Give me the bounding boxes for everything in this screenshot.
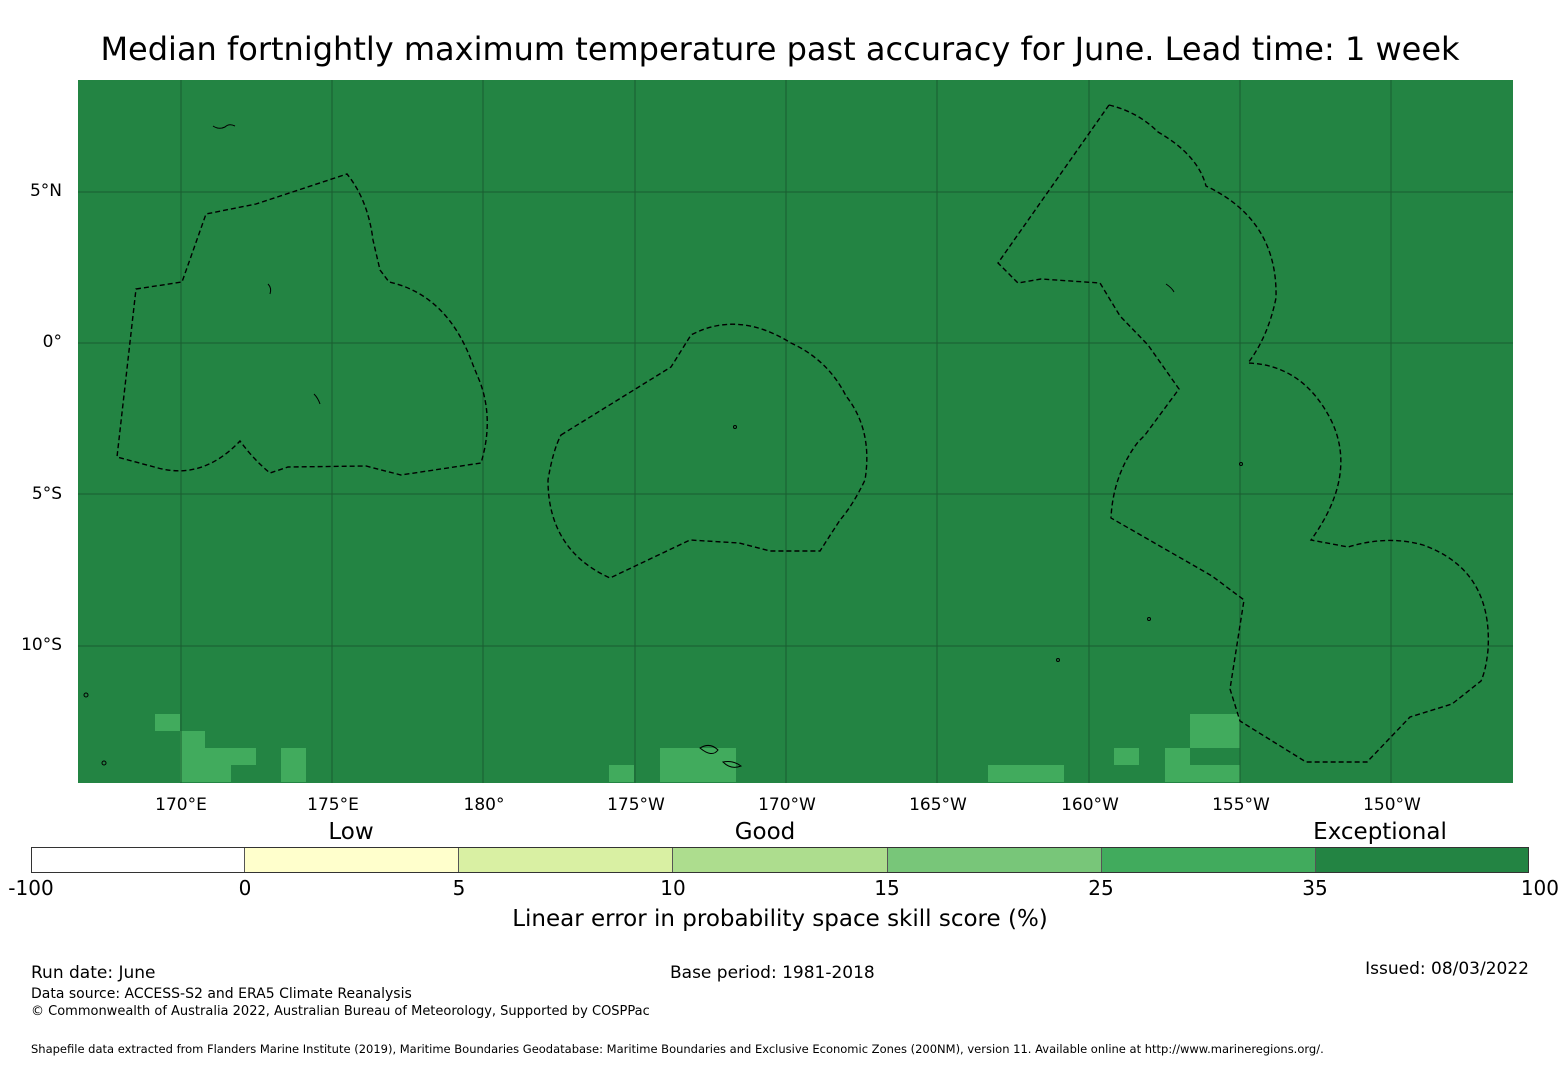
island bbox=[1239, 462, 1243, 466]
colorbar-tick: -100 bbox=[8, 876, 54, 900]
shapefile-credit: Shapefile data extracted from Flanders M… bbox=[31, 1042, 1324, 1056]
island bbox=[101, 760, 107, 766]
category-label-exceptional: Exceptional bbox=[1313, 819, 1447, 845]
lon-label: 170°W bbox=[758, 795, 816, 815]
lon-label: 170°E bbox=[155, 795, 207, 815]
map-svg bbox=[78, 80, 1513, 783]
island bbox=[721, 761, 743, 768]
colorbar-segment bbox=[1101, 847, 1316, 873]
data-source: Data source: ACCESS-S2 and ERA5 Climate … bbox=[31, 986, 412, 1002]
category-label-low: Low bbox=[328, 819, 374, 845]
skill-cell bbox=[180, 731, 205, 782]
colorbar-segment bbox=[887, 847, 1102, 873]
colorbar-tick: 100 bbox=[1520, 876, 1559, 900]
lon-label: 165°W bbox=[909, 795, 967, 815]
eez-tokelau-samoa bbox=[547, 323, 868, 579]
colorbar-tick: 15 bbox=[874, 876, 900, 900]
skill-cell bbox=[660, 748, 736, 782]
base-period: Base period: 1981-2018 bbox=[670, 963, 875, 983]
eez-kiribati-line-islands bbox=[997, 104, 1490, 763]
colorbar-tick: 25 bbox=[1088, 876, 1114, 900]
colorbar-tick: 0 bbox=[238, 876, 252, 900]
skill-cell bbox=[205, 782, 230, 783]
island bbox=[267, 283, 272, 295]
island bbox=[1056, 658, 1060, 662]
lat-label: 5°S bbox=[31, 484, 62, 504]
lat-label: 0° bbox=[42, 332, 62, 352]
eez-kiribati-gilbert bbox=[116, 173, 488, 476]
skill-cell bbox=[1114, 748, 1139, 765]
colorbar-frame bbox=[31, 847, 1529, 873]
colorbar-segment bbox=[245, 847, 460, 873]
lon-label: 175°E bbox=[307, 795, 359, 815]
skill-cell bbox=[231, 765, 256, 782]
island bbox=[1147, 617, 1151, 621]
skill-cell bbox=[155, 714, 180, 731]
island bbox=[212, 124, 236, 129]
skill-cell bbox=[988, 765, 1064, 782]
issued-date: Issued: 08/03/2022 bbox=[1365, 959, 1529, 979]
colorbar-segment bbox=[31, 847, 246, 873]
skill-cell bbox=[1190, 765, 1240, 782]
colorbar-segment bbox=[1315, 847, 1529, 873]
skill-patches bbox=[155, 714, 1240, 783]
colorbar-tick: 5 bbox=[452, 876, 466, 900]
colorbar-axis-label: Linear error in probability space skill … bbox=[512, 906, 1048, 932]
category-label-good: Good bbox=[734, 819, 796, 845]
lon-label: 155°W bbox=[1212, 795, 1270, 815]
lon-label: 160°W bbox=[1061, 795, 1119, 815]
lon-label: 180° bbox=[463, 795, 505, 815]
skill-cell bbox=[281, 748, 306, 782]
gridlines bbox=[78, 80, 1513, 783]
island bbox=[313, 393, 321, 405]
skill-cell bbox=[1190, 714, 1240, 748]
lon-label: 150°W bbox=[1363, 795, 1421, 815]
copyright: © Commonwealth of Australia 2022, Austra… bbox=[31, 1004, 650, 1019]
colorbar-tick: 10 bbox=[660, 876, 686, 900]
island bbox=[733, 425, 737, 429]
island bbox=[699, 744, 719, 754]
colorbar-segment bbox=[673, 847, 888, 873]
eez-boundaries bbox=[116, 104, 1490, 763]
coastlines bbox=[83, 124, 1243, 768]
colorbar-tick: 35 bbox=[1302, 876, 1328, 900]
colorbar bbox=[31, 847, 1529, 873]
lat-label: 10°S bbox=[21, 635, 62, 655]
island bbox=[1165, 283, 1175, 293]
map-area bbox=[78, 80, 1513, 783]
colorbar-segment bbox=[459, 847, 674, 873]
lat-label: 5°N bbox=[29, 181, 62, 201]
skill-background bbox=[78, 80, 1513, 783]
lon-label: 175°W bbox=[607, 795, 665, 815]
island bbox=[83, 692, 89, 698]
chart-title: Median fortnightly maximum temperature p… bbox=[100, 30, 1460, 68]
skill-cell bbox=[1165, 748, 1190, 782]
run-date: Run date: June bbox=[31, 963, 156, 983]
skill-cell bbox=[609, 765, 634, 782]
